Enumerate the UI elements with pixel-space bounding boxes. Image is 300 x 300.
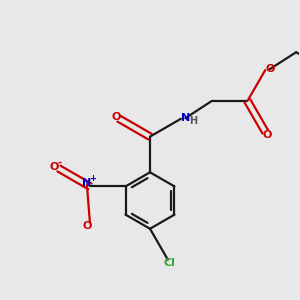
Text: O: O: [112, 112, 121, 122]
Text: N: N: [181, 113, 190, 123]
Text: O: O: [265, 64, 274, 74]
Text: O: O: [263, 130, 272, 140]
Text: O: O: [50, 162, 59, 172]
Text: -: -: [58, 158, 62, 168]
Text: +: +: [89, 175, 96, 184]
Text: O: O: [82, 220, 92, 231]
Text: N: N: [82, 178, 92, 188]
Text: Cl: Cl: [164, 258, 175, 268]
Text: H: H: [189, 116, 197, 126]
